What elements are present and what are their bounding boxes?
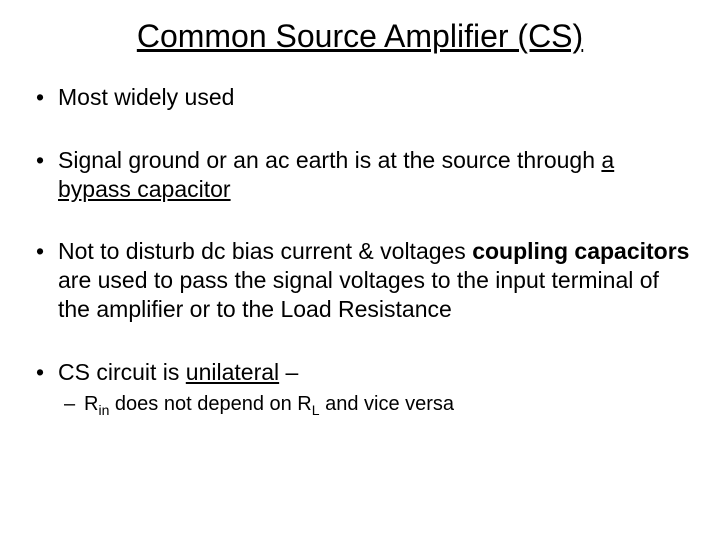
bullet-text: –: [279, 359, 298, 385]
bullet-item-4: CS circuit is unilateral – Rin does not …: [30, 358, 690, 420]
bullet-text: Most widely used: [58, 84, 234, 110]
subscript: L: [312, 402, 320, 418]
bullet-item-3: Not to disturb dc bias current & voltage…: [30, 237, 690, 323]
bullet-text: Signal ground or an ac earth is at the s…: [58, 147, 601, 173]
bullet-item-1: Most widely used: [30, 83, 690, 112]
bullet-text: are used to pass the signal voltages to …: [58, 267, 659, 322]
bullet-item-2: Signal ground or an ac earth is at the s…: [30, 146, 690, 204]
sub-text: does not depend on R: [109, 393, 311, 415]
bullet-text: Not to disturb dc bias current & voltage…: [58, 238, 472, 264]
bullet-list: Most widely used Signal ground or an ac …: [30, 83, 690, 420]
bullet-underlined: unilateral: [186, 359, 279, 385]
sub-bullet-item: Rin does not depend on RL and vice versa: [58, 392, 690, 420]
sub-text: R: [84, 393, 98, 415]
bullet-bold: coupling capacitors: [472, 238, 689, 264]
sub-text: and vice versa: [320, 393, 455, 415]
subscript: in: [98, 402, 109, 418]
sub-bullet-list: Rin does not depend on RL and vice versa: [58, 392, 690, 420]
slide-title: Common Source Amplifier (CS): [30, 18, 690, 55]
bullet-text: CS circuit is: [58, 359, 186, 385]
